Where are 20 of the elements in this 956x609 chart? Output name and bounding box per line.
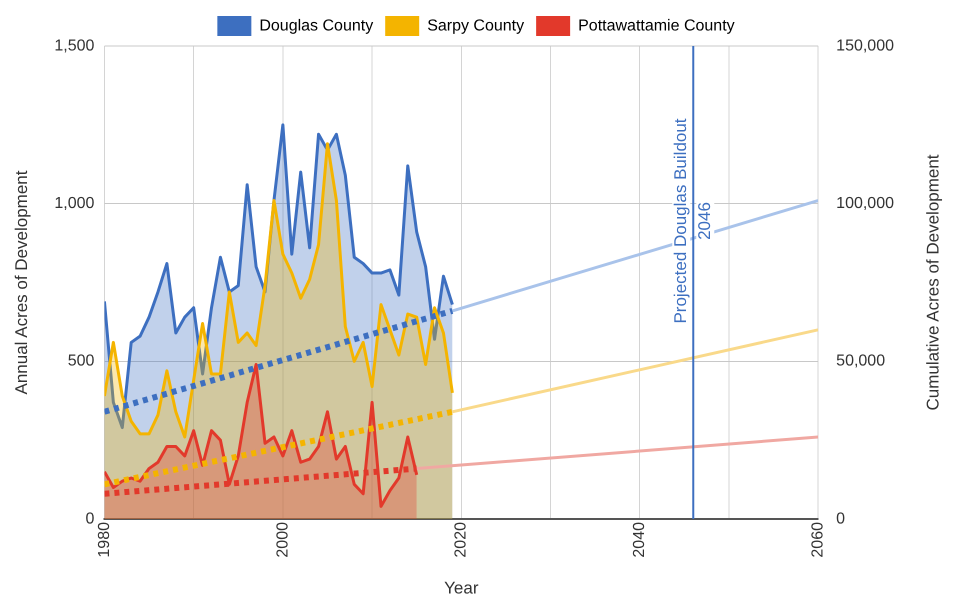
y-tick-label: 1,000 [54,195,95,212]
y-tick-label: 0 [86,510,95,528]
x-tick-label: 2020 [452,522,470,558]
x-tick-label: 1980 [96,522,113,558]
y2-axis-title: Cumulative Acres of Development [924,154,943,411]
y-tick-label: 500 [68,352,95,370]
x-tick-label: 2040 [631,522,648,558]
y2-tick-label: 150,000 [836,37,894,54]
legend-label: Sarpy County [427,17,524,34]
legend-label: Pottawattamie County [578,17,735,34]
y2-tick-label: 50,000 [836,352,886,370]
ref-line-label: Projected Douglas Buildout 2046 [670,118,714,324]
y2-tick-label: 100,000 [836,195,894,212]
y-tick-label: 1,500 [54,37,95,54]
x-tick-label: 2060 [810,522,827,558]
x-axis-title: Year [444,578,479,598]
y-axis-title: Annual Acres of Development [12,170,31,394]
legend-label: Douglas County [259,17,374,34]
x-tick-label: 2000 [274,522,292,558]
y2-tick-label: 0 [836,510,846,528]
